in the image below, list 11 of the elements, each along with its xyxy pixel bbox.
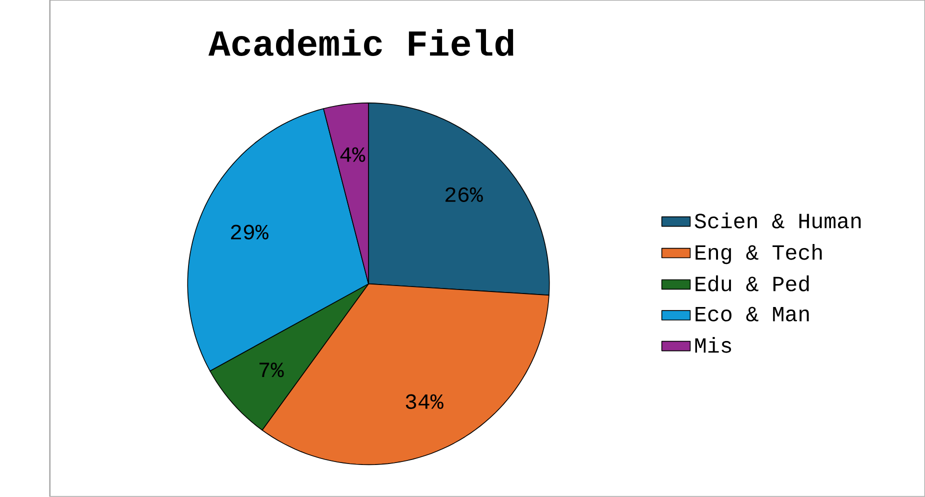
legend-label: Mis — [695, 337, 732, 354]
legend-label: Eco & Man — [696, 307, 809, 322]
data-label: 29% — [231, 224, 268, 240]
data-label: 26% — [445, 187, 483, 202]
data-label: 4% — [340, 148, 366, 162]
legend-label: Edu & Ped — [696, 276, 809, 292]
chart-title: Academic Field — [208, 29, 514, 56]
legend-label: Eng & Tech — [696, 244, 822, 264]
legend-label: Scien & Human — [694, 212, 861, 229]
data-label: 7% — [260, 362, 284, 378]
data-label: 34% — [406, 394, 444, 410]
